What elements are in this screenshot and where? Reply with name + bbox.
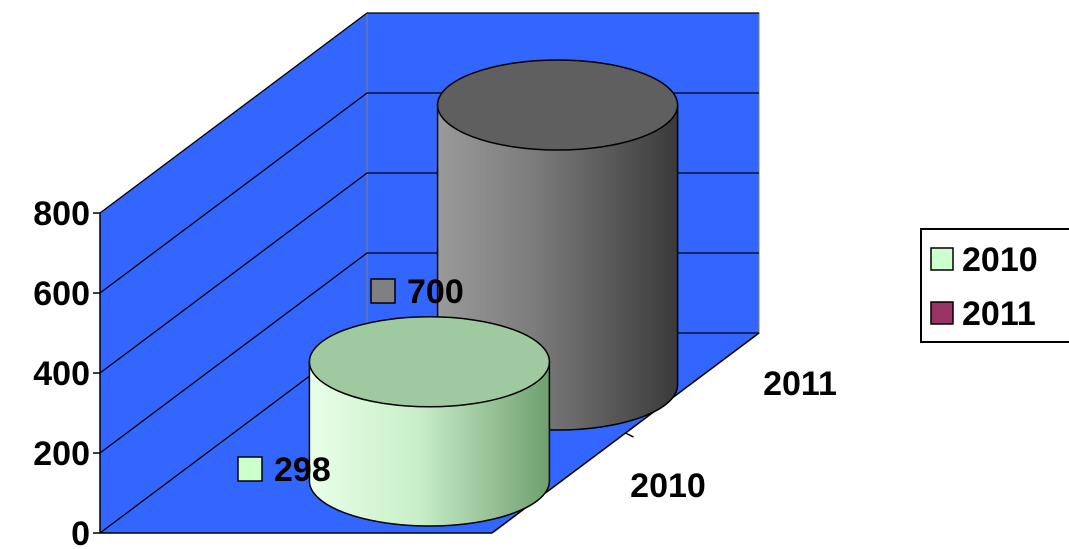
legend-label: 2010 [962, 241, 1038, 279]
legend-swatch [930, 247, 954, 271]
data-label-key [370, 278, 396, 304]
bar-2010 [308, 316, 551, 527]
depth-tick-mark [625, 432, 634, 438]
y-tick-label: 600 [33, 275, 90, 313]
legend-swatch [930, 301, 954, 325]
bars [308, 59, 679, 527]
legend: 2010 2011 [920, 228, 1069, 343]
gridline [99, 12, 759, 214]
category-label: 2011 [763, 365, 837, 403]
labels: 0 200 400 600 800 2010 2011 298 700 [33, 195, 837, 549]
bar-2010-top [308, 316, 551, 408]
legend-label: 2011 [962, 295, 1036, 333]
data-label: 700 [407, 273, 464, 311]
bar-2010-body [308, 361, 551, 527]
bar-2011-top [436, 59, 679, 151]
data-label-key [237, 456, 263, 482]
y-tick-label: 800 [33, 195, 90, 233]
data-label: 298 [274, 451, 331, 489]
category-label: 2010 [630, 467, 706, 505]
y-tick-label: 400 [33, 355, 90, 393]
y-tick-label: 0 [71, 515, 90, 549]
y-tick-label: 200 [33, 435, 90, 473]
